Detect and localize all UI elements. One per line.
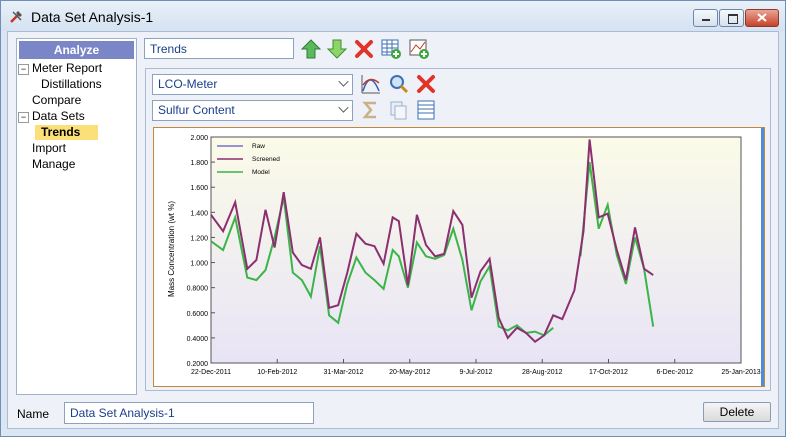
legend-label: Model: [252, 169, 270, 176]
window-title: Data Set Analysis-1: [31, 9, 154, 25]
delete-button[interactable]: Delete: [703, 402, 771, 422]
minimize-icon: [702, 19, 710, 21]
y-tick-label: 1.600: [190, 185, 208, 192]
nav-header: Analyze: [19, 41, 134, 59]
legend-label: Screened: [252, 156, 280, 163]
x-tick-label: 22-Dec-2011: [191, 369, 231, 376]
nav-item-distillations[interactable]: Distillations: [41, 77, 102, 91]
zoom-icon[interactable]: [388, 73, 410, 95]
meter-select-value: LCO-Meter: [158, 77, 218, 91]
property-select[interactable]: Sulfur Content: [152, 100, 353, 121]
add-chart-icon[interactable]: [408, 38, 430, 60]
sigma-icon[interactable]: [360, 99, 382, 121]
x-tick-label: 25-Jan-2013: [721, 369, 760, 376]
y-tick-label: 2.000: [190, 135, 208, 142]
meter-select[interactable]: LCO-Meter: [152, 74, 353, 95]
property-select-value: Sulfur Content: [158, 103, 235, 117]
y-tick-label: 1.800: [190, 160, 208, 167]
nav-item-trends[interactable]: Trends: [35, 125, 99, 140]
nav-item-data-sets[interactable]: Data Sets: [18, 109, 85, 124]
delete-icon[interactable]: [353, 38, 375, 60]
trend-chart: 0.2000 0.4000 0.6000 0.8000 1.000 1.200 1.400 1…: [167, 135, 761, 376]
add-table-icon[interactable]: [380, 38, 402, 60]
nav-item-import[interactable]: Import: [32, 141, 67, 155]
close-button[interactable]: [745, 9, 779, 27]
y-tick-label: 1.400: [190, 210, 208, 217]
restore-icon: [728, 14, 738, 24]
legend-label: Raw: [252, 143, 265, 150]
y-tick-label: 0.4000: [187, 336, 209, 343]
move-down-icon[interactable]: [326, 38, 348, 60]
x-tick-label: 31-Mar-2012: [323, 369, 363, 376]
x-tick-label: 20-May-2012: [389, 369, 430, 376]
y-tick-label: 0.2000: [187, 361, 209, 368]
x-tick-label: 9-Jul-2012: [459, 369, 492, 376]
x-tick-label: 6-Dec-2012: [656, 369, 693, 376]
nav-tree: Analyze Meter Report Distillations Compa…: [16, 38, 137, 395]
copy-icon[interactable]: [388, 99, 410, 121]
y-tick-label: 0.6000: [187, 311, 209, 318]
minimize-button[interactable]: [693, 9, 718, 27]
nav-item-meter-report[interactable]: Meter Report: [17, 61, 102, 76]
close-icon: [757, 13, 767, 22]
remove-icon[interactable]: [415, 73, 437, 95]
move-up-icon[interactable]: [300, 38, 322, 60]
view-name-field[interactable]: Trends: [144, 38, 294, 59]
y-tick-label: 1.000: [190, 261, 208, 268]
y-tick-label: 1.200: [190, 235, 208, 242]
x-tick-label: 17-Oct-2012: [589, 369, 628, 376]
y-tick-label: 0.8000: [187, 286, 209, 293]
nav-item-manage[interactable]: Manage: [32, 157, 76, 171]
table-view-icon[interactable]: [415, 99, 437, 121]
series-line-model: [210, 197, 554, 337]
chevron-down-icon: [338, 102, 349, 113]
name-input[interactable]: Data Set Analysis-1: [64, 402, 314, 424]
chevron-down-icon: [338, 76, 349, 87]
tools-icon: [10, 11, 22, 23]
name-label: Name: [17, 407, 50, 421]
chart-frame: 0.2000 0.4000 0.6000 0.8000 1.000 1.200 1.400 1…: [153, 127, 765, 387]
title-bar: Data Set Analysis-1: [1, 1, 785, 31]
nav-item-compare[interactable]: Compare: [32, 93, 82, 107]
series-line-screened: [210, 139, 654, 343]
maximize-button[interactable]: [719, 9, 744, 27]
x-tick-label: 28-Aug-2012: [522, 369, 563, 376]
chart-scrollbar[interactable]: [761, 128, 764, 386]
curve-fit-icon[interactable]: [360, 73, 382, 95]
y-axis-label: Mass Concentration (wt %): [167, 201, 176, 297]
x-tick-label: 10-Feb-2012: [257, 369, 297, 376]
